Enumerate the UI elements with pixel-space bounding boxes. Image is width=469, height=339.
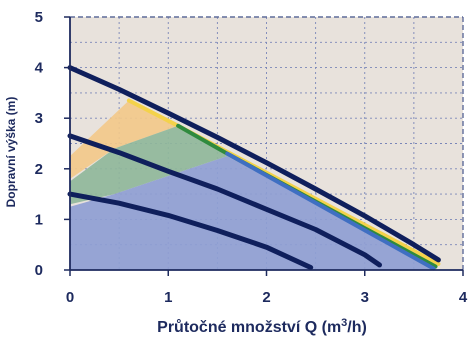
pump-curve-line — [67, 191, 314, 270]
y-axis-title: Dopravní výška (m) — [4, 97, 18, 208]
x-tick-label: 1 — [164, 289, 172, 306]
x-tick-label: 4 — [459, 289, 468, 306]
pump-curves — [67, 65, 441, 270]
y-tick-label: 5 — [35, 9, 43, 26]
curve-accent-lines — [126, 98, 441, 271]
pump-curve-line — [67, 65, 441, 263]
y-tick-label: 1 — [35, 211, 43, 228]
x-axis-title-superscript: 3 — [341, 317, 347, 329]
y-tick-label: 0 — [35, 262, 43, 279]
x-axis-title-tail: /h) — [347, 319, 367, 336]
pump-curve-line — [67, 133, 382, 268]
operating-region — [70, 100, 179, 182]
axis-ticks: 0 1 2 3 4 5 0 1 2 3 4 — [35, 9, 468, 306]
y-tick-label: 3 — [35, 110, 43, 127]
x-tick-label: 3 — [361, 289, 369, 306]
x-tick-label: 0 — [66, 289, 74, 306]
x-axis-title: Průtočné množství Q (m3/h) — [157, 317, 367, 336]
y-tick-label: 4 — [35, 60, 44, 77]
y-tick-label: 2 — [35, 161, 43, 178]
x-tick-label: 2 — [262, 289, 270, 306]
x-axis-title-main: Průtočné množství Q (m — [157, 319, 341, 336]
curve-accent-line — [225, 151, 436, 271]
